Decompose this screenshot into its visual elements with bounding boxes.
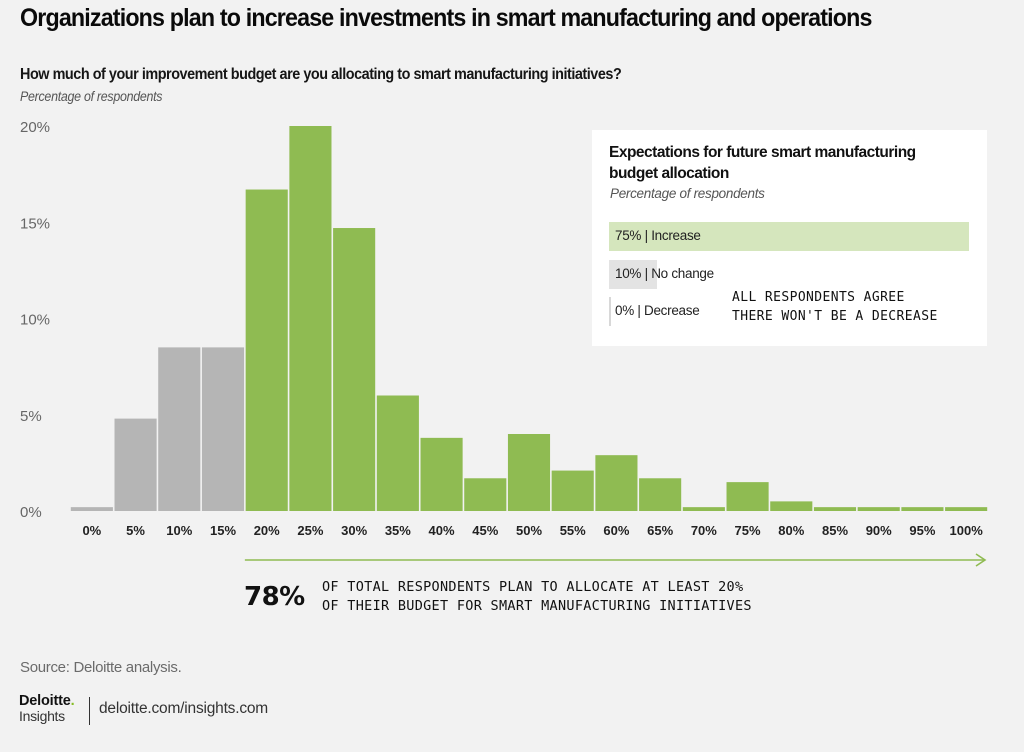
page-title: Organizations plan to increase investmen…: [20, 4, 872, 32]
inset-bar-increase: 75% | Increase: [609, 222, 969, 251]
x-tick-label: 35%: [385, 523, 411, 538]
x-tick-label: 40%: [429, 523, 455, 538]
x-tick-label: 10%: [166, 523, 192, 538]
x-tick-label: 75%: [735, 523, 761, 538]
logo-insights: Insights: [19, 708, 65, 724]
inset-bar-no-change: 10% | No change: [609, 260, 969, 289]
chart-subtitle: Percentage of respondents: [20, 89, 163, 104]
histogram-bar: [857, 507, 900, 511]
x-tick-label: 50%: [516, 523, 542, 538]
y-tick-label: 10%: [20, 312, 50, 329]
x-tick-label: 70%: [691, 523, 717, 538]
inset-annotation-line: there won't be a decrease: [732, 309, 938, 324]
chart-title: How much of your improvement budget are …: [20, 66, 622, 83]
deloitte-logo: Deloitte.: [19, 693, 75, 709]
inset-title: Expectations for future smart manufactur…: [609, 144, 916, 182]
x-tick-label: 85%: [822, 523, 848, 538]
y-tick-label: 20%: [20, 119, 50, 136]
histogram-bar: [158, 347, 201, 511]
inset-bar-label: 0% | Decrease: [615, 303, 700, 318]
footer-divider: [89, 697, 90, 725]
logo-brand: Deloitte: [19, 693, 71, 709]
histogram-bar: [70, 507, 113, 511]
histogram-bar: [595, 455, 638, 511]
bars-group: [70, 126, 988, 511]
x-tick-label: 100%: [950, 523, 984, 538]
callout-text: of total respondents plan to allocate at…: [322, 578, 752, 616]
x-axis: 0% 5% 10% 15% 20% 25% 30% 35% 40% 45% 50% 55% 60% 65%…: [82, 523, 983, 538]
histogram-bar: [114, 418, 157, 511]
histogram-bar: [682, 507, 725, 511]
histogram-bar: [813, 507, 857, 511]
inset-bar-fill: [609, 260, 657, 289]
histogram-bar: [464, 478, 507, 511]
y-tick-label: 5%: [20, 408, 42, 425]
x-tick-label: 80%: [778, 523, 804, 538]
inset-annotation: All respondents agree there won't be a d…: [732, 288, 938, 326]
y-tick-label: 15%: [20, 215, 50, 232]
footer-url-link[interactable]: deloitte.com/insights.com: [99, 700, 269, 717]
source-note: Source: Deloitte analysis.: [20, 659, 182, 676]
threshold-arrow: [244, 553, 987, 567]
x-tick-label: 95%: [909, 523, 935, 538]
histogram-bar: [289, 126, 332, 511]
histogram-bar: [420, 437, 463, 511]
inset-bar-label: 75% | Increase: [615, 228, 701, 243]
histogram-bar: [770, 501, 813, 511]
y-axis: 0% 5% 10% 15% 20%: [20, 119, 50, 521]
arrow-head-icon: [975, 553, 987, 567]
inset-bar-zero-line: [609, 297, 611, 326]
x-tick-label: 5%: [126, 523, 145, 538]
histogram-bar: [376, 395, 419, 511]
x-tick-label: 25%: [297, 523, 323, 538]
expectations-panel: Expectations for future smart manufactur…: [592, 130, 987, 346]
histogram-bar: [901, 507, 944, 511]
logo-dot: .: [70, 693, 75, 709]
histogram-bar: [551, 470, 594, 511]
histogram-bar: [333, 228, 376, 511]
callout-text-line: of total respondents plan to allocate at…: [322, 579, 744, 595]
histogram-bar: [726, 482, 769, 511]
x-tick-label: 30%: [341, 523, 367, 538]
inset-bar-fill: [609, 222, 969, 251]
y-tick-label: 0%: [20, 504, 42, 521]
callout-text-line: of their budget for smart manufacturing …: [322, 598, 752, 614]
x-tick-label: 65%: [647, 523, 673, 538]
histogram-bar: [245, 189, 288, 511]
callout-value: 78%: [244, 582, 305, 612]
x-tick-label: 60%: [603, 523, 629, 538]
x-tick-label: 90%: [866, 523, 892, 538]
x-tick-label: 15%: [210, 523, 236, 538]
inset-annotation-line: All respondents agree: [732, 290, 905, 305]
histogram-bar: [945, 507, 988, 511]
histogram-bar: [201, 347, 245, 511]
x-tick-label: 0%: [82, 523, 101, 538]
histogram-bar: [639, 478, 682, 511]
histogram-bar: [507, 434, 551, 511]
x-tick-label: 45%: [472, 523, 498, 538]
inset-subtitle: Percentage of respondents: [610, 186, 765, 201]
inset-bar-decrease: 0% | Decrease: [609, 297, 969, 326]
inset-bar-label: 10% | No change: [615, 266, 714, 281]
x-tick-label: 55%: [560, 523, 586, 538]
x-tick-label: 20%: [254, 523, 280, 538]
